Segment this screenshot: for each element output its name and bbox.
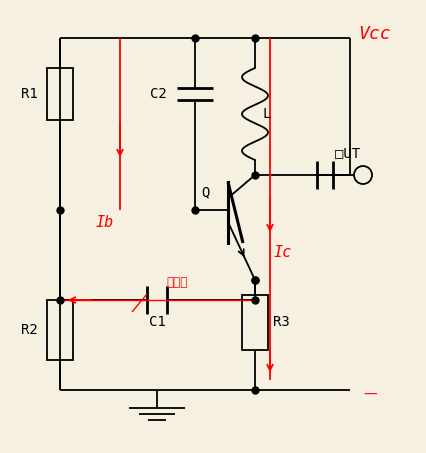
Bar bbox=[47, 300, 73, 360]
Text: R2: R2 bbox=[21, 323, 38, 337]
Text: —: — bbox=[363, 388, 377, 402]
Bar bbox=[242, 295, 268, 350]
Text: L: L bbox=[263, 107, 271, 121]
Text: Ic: Ic bbox=[274, 245, 292, 260]
Text: Q: Q bbox=[201, 185, 210, 199]
Text: R3: R3 bbox=[273, 315, 290, 329]
Text: C2: C2 bbox=[150, 87, 167, 101]
Text: Vcc: Vcc bbox=[358, 25, 391, 43]
Text: Ib: Ib bbox=[96, 215, 114, 230]
Text: R1: R1 bbox=[21, 87, 38, 101]
Text: C1: C1 bbox=[149, 315, 165, 329]
Bar bbox=[47, 68, 73, 120]
Text: 正反馈: 正反馈 bbox=[166, 275, 188, 289]
Text: □UT: □UT bbox=[335, 146, 360, 160]
